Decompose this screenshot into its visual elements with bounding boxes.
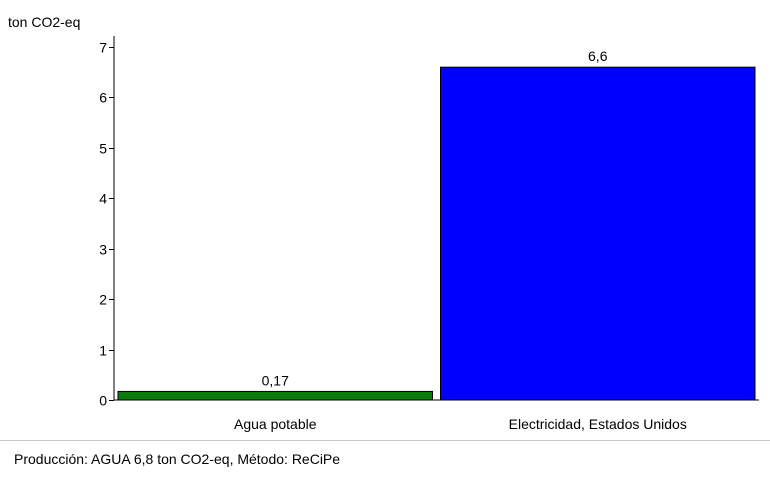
bar-chart: ton CO2-eq 0 1 2 3 4 5 6 7 0,17 Agua potable 6,6 E… bbox=[8, 14, 759, 432]
y-tick-label: 4 bbox=[99, 191, 107, 207]
y-tick-label: 7 bbox=[99, 40, 107, 56]
y-tick-label: 0 bbox=[99, 393, 107, 409]
y-tick-label: 5 bbox=[99, 141, 107, 157]
bar-value-label: 6,6 bbox=[588, 48, 608, 64]
y-tick-label: 2 bbox=[99, 292, 107, 308]
bar bbox=[117, 390, 433, 401]
footer-separator bbox=[0, 440, 770, 441]
category-label: Agua potable bbox=[234, 416, 317, 432]
category-label: Electricidad, Estados Unidos bbox=[509, 416, 687, 432]
bar-value-label: 0,17 bbox=[262, 372, 289, 388]
bar bbox=[440, 66, 756, 401]
labels: 0,17 Agua potable 6,6 Electricidad, Estados… bbox=[234, 48, 687, 432]
bars bbox=[117, 66, 756, 401]
y-tick-label: 6 bbox=[99, 90, 107, 106]
y-tick-label: 1 bbox=[99, 343, 107, 359]
y-unit-label: ton CO2-eq bbox=[8, 14, 80, 30]
y-tick-label: 3 bbox=[99, 242, 107, 258]
footer-summary: Producción: AGUA 6,8 ton CO2-eq, Método:… bbox=[14, 451, 341, 467]
